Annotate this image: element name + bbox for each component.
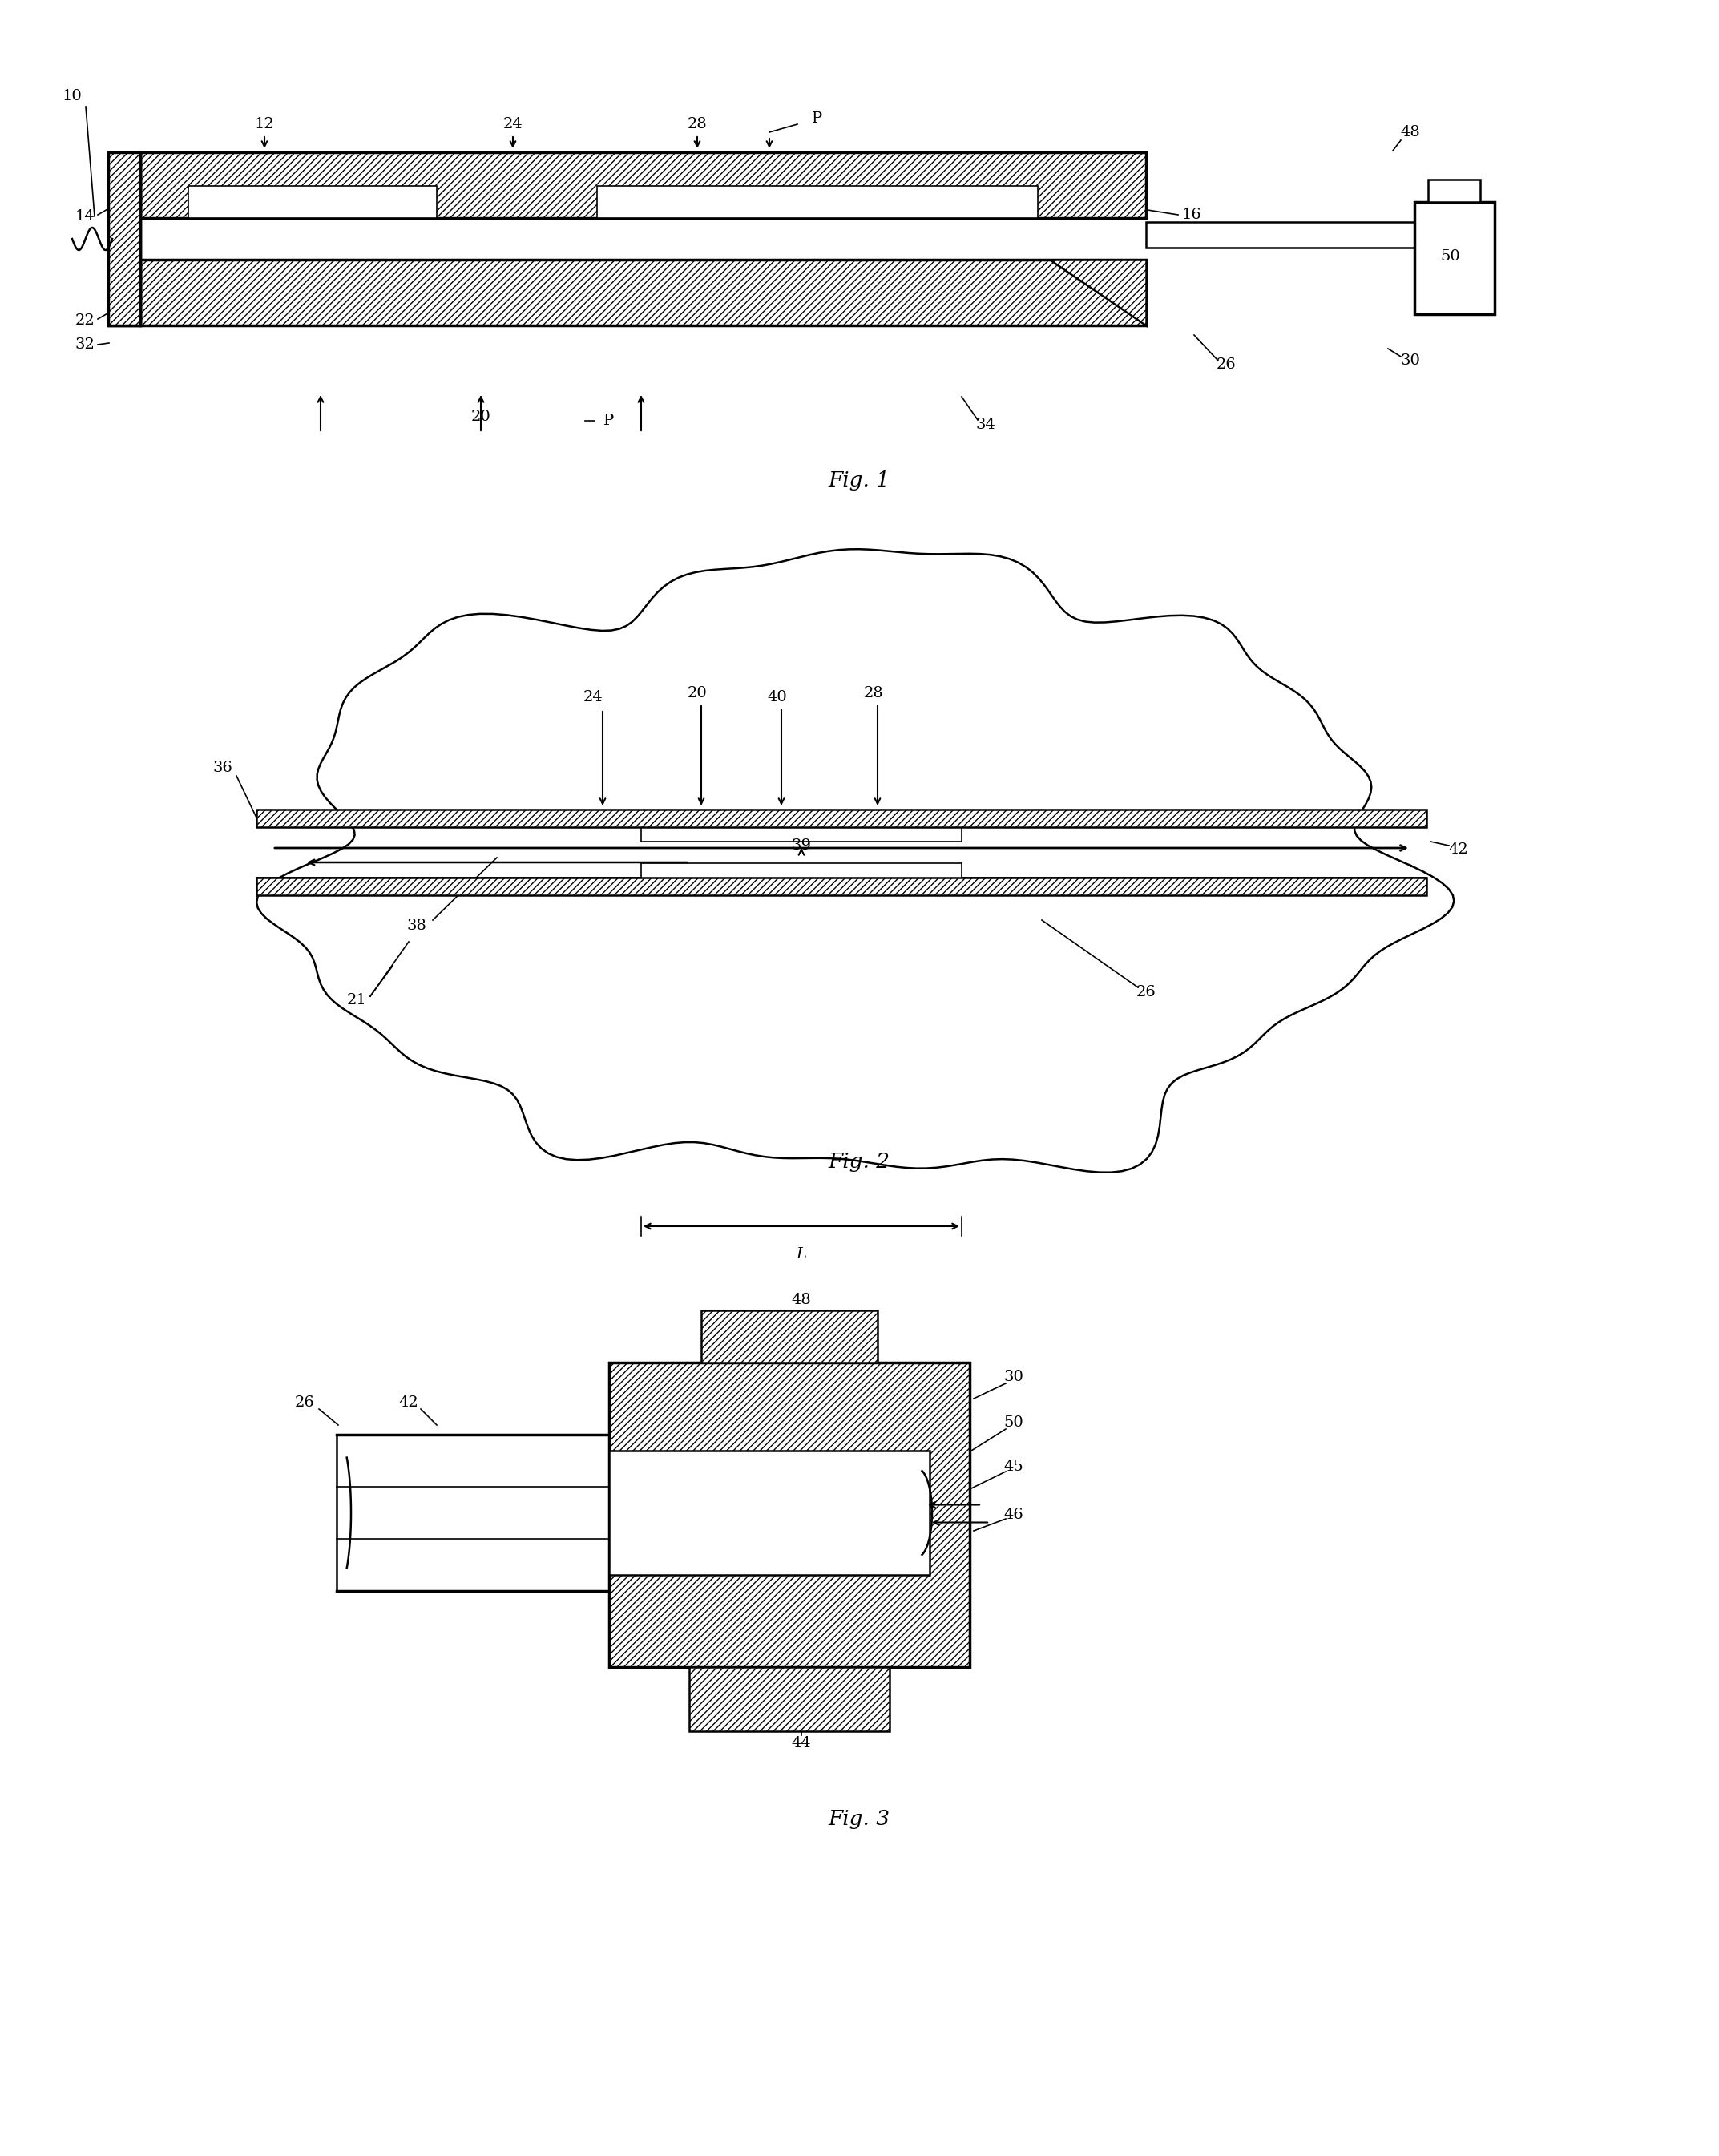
- Text: 32: 32: [74, 338, 95, 351]
- Bar: [256, 808, 1427, 828]
- Text: P: P: [603, 414, 614, 429]
- Text: 45: 45: [1004, 1460, 1025, 1475]
- Text: 28: 28: [863, 686, 884, 701]
- Text: 10: 10: [62, 88, 83, 103]
- Text: 42: 42: [399, 1395, 419, 1410]
- Text: 24: 24: [583, 690, 603, 705]
- Text: 20: 20: [471, 410, 490, 425]
- Text: 22: 22: [74, 313, 95, 328]
- Bar: [141, 259, 1147, 326]
- Text: 30: 30: [1004, 1369, 1025, 1384]
- Bar: [689, 1667, 889, 1731]
- Text: 21: 21: [347, 994, 366, 1007]
- Text: Fig. 1: Fig. 1: [829, 470, 890, 492]
- Text: 48: 48: [1401, 125, 1420, 140]
- Bar: [141, 153, 1147, 218]
- Text: Fig. 2: Fig. 2: [829, 1151, 890, 1173]
- Text: 26: 26: [1136, 985, 1155, 1000]
- Text: 36: 36: [213, 761, 232, 774]
- Text: 39: 39: [791, 839, 811, 854]
- Text: Fig. 3: Fig. 3: [829, 1809, 890, 1830]
- Bar: [1147, 222, 1451, 248]
- Bar: [141, 259, 1147, 326]
- Text: 30: 30: [1401, 354, 1420, 369]
- Bar: [256, 877, 1427, 895]
- Text: 48: 48: [791, 1294, 811, 1307]
- Text: 50: 50: [1441, 250, 1461, 263]
- Bar: [189, 185, 437, 218]
- Text: 26: 26: [1217, 358, 1236, 371]
- Text: 12: 12: [254, 116, 275, 132]
- Text: 24: 24: [504, 116, 523, 132]
- Text: L: L: [796, 1246, 806, 1261]
- Text: 38: 38: [407, 918, 426, 934]
- Text: 40: 40: [767, 690, 787, 705]
- Polygon shape: [1050, 259, 1147, 326]
- Bar: [108, 153, 141, 326]
- Bar: [141, 153, 1147, 218]
- Bar: [609, 1363, 970, 1667]
- Bar: [689, 1667, 889, 1731]
- Bar: [256, 808, 1427, 828]
- Text: 34: 34: [976, 418, 995, 431]
- Bar: [701, 1311, 877, 1363]
- Text: 20: 20: [688, 686, 707, 701]
- Bar: [596, 185, 1038, 218]
- Bar: [108, 153, 141, 326]
- Bar: [701, 1311, 877, 1363]
- Bar: [108, 153, 141, 326]
- Text: 26: 26: [294, 1395, 315, 1410]
- Text: 50: 50: [1004, 1416, 1025, 1429]
- Bar: [609, 1363, 970, 1667]
- Text: 16: 16: [1183, 207, 1202, 222]
- Bar: [609, 1451, 930, 1574]
- Text: P: P: [811, 112, 823, 125]
- Bar: [1415, 203, 1494, 315]
- Text: 28: 28: [688, 116, 707, 132]
- Text: 46: 46: [1004, 1507, 1025, 1522]
- Text: 14: 14: [74, 209, 95, 224]
- Text: 42: 42: [1449, 843, 1468, 856]
- Bar: [256, 877, 1427, 895]
- Bar: [1428, 179, 1480, 203]
- Text: 44: 44: [791, 1736, 811, 1751]
